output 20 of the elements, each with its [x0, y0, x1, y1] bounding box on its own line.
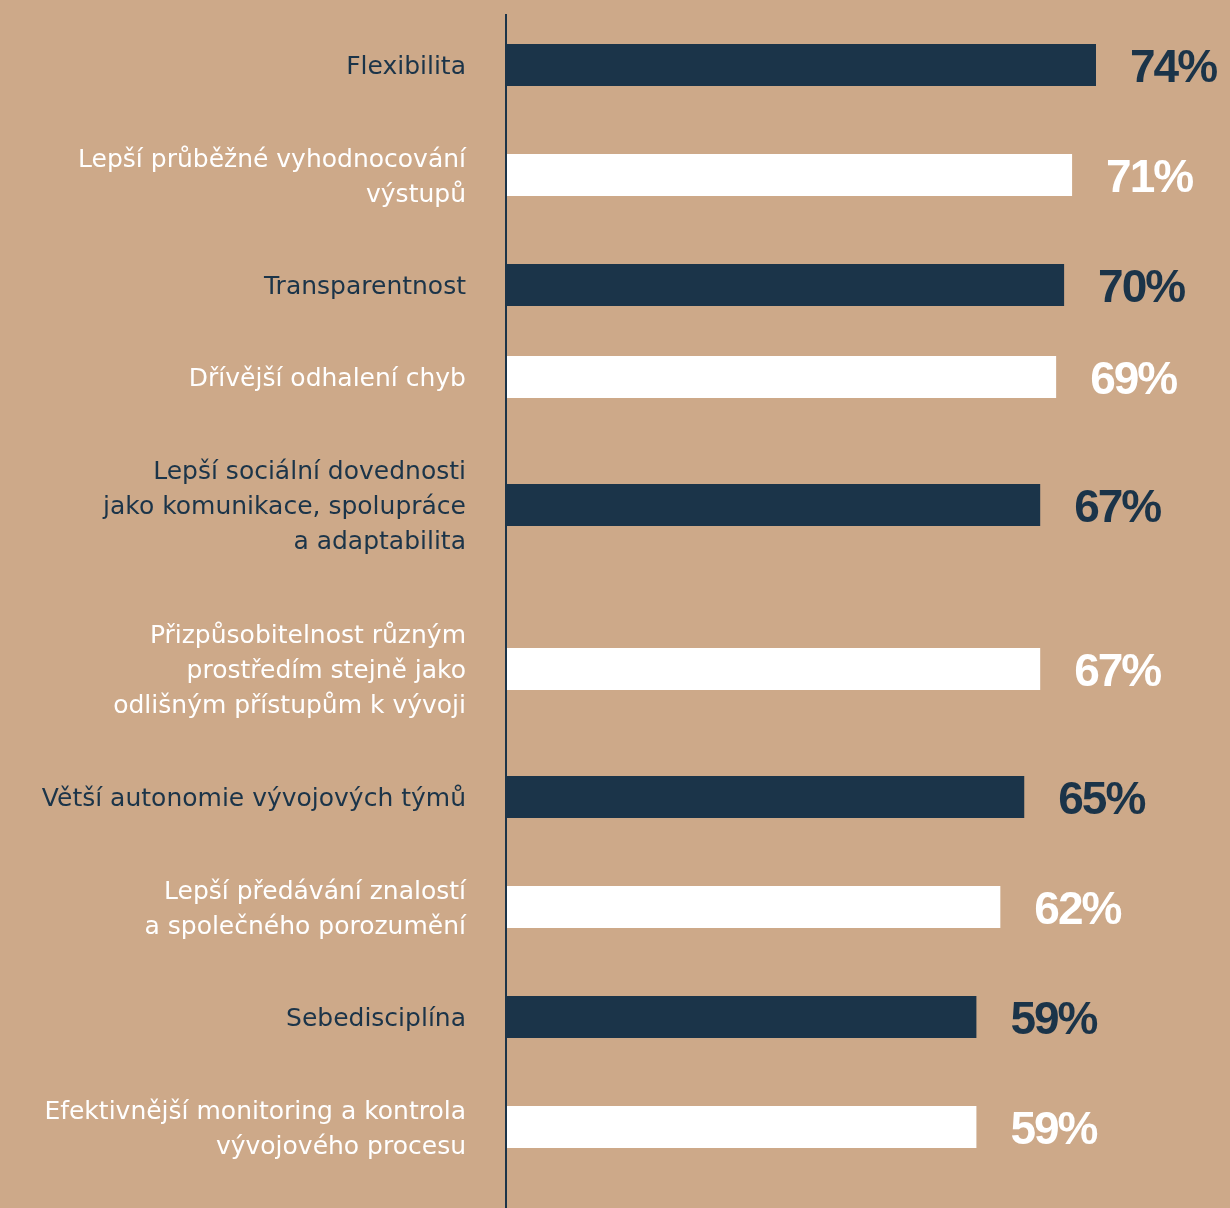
data-label: 62% [1034, 882, 1122, 934]
data-label: 67% [1074, 644, 1162, 696]
y-tick-label: Přizpůsobitelnost různým prostředím stejně jako odlišným přístupům k vývoji [113, 620, 466, 719]
y-tick-label: Větší autonomie vývojových týmů [41, 783, 466, 812]
data-label: 69% [1090, 352, 1178, 404]
data-label: 70% [1098, 260, 1186, 312]
y-tick-label: Sebedisciplína [286, 1003, 466, 1032]
data-label: 65% [1058, 772, 1146, 824]
data-label: 74% [1130, 40, 1218, 92]
y-tick-label: Transparentnost [263, 271, 467, 300]
y-tick-label: Efektivnější monitoring a kontrola vývojového procesu [44, 1095, 466, 1160]
data-label: 59% [1010, 1102, 1098, 1154]
y-tick-label: Lepší sociální dovednosti jako komunikace, spolupráce a adaptabilita [102, 456, 466, 555]
data-label: 67% [1074, 480, 1162, 532]
y-tick-label: Dřívější odhalení chyb [188, 363, 466, 392]
data-label: 71% [1106, 150, 1194, 202]
data-label: 59% [1010, 992, 1098, 1044]
y-tick-label: Flexibilita [346, 51, 466, 80]
y-tick-label: Lepší předávání znalostí a společného porozumění [144, 875, 468, 940]
y-tick-label: Lepší průběžné vyhodnocování výstupů [78, 143, 468, 208]
